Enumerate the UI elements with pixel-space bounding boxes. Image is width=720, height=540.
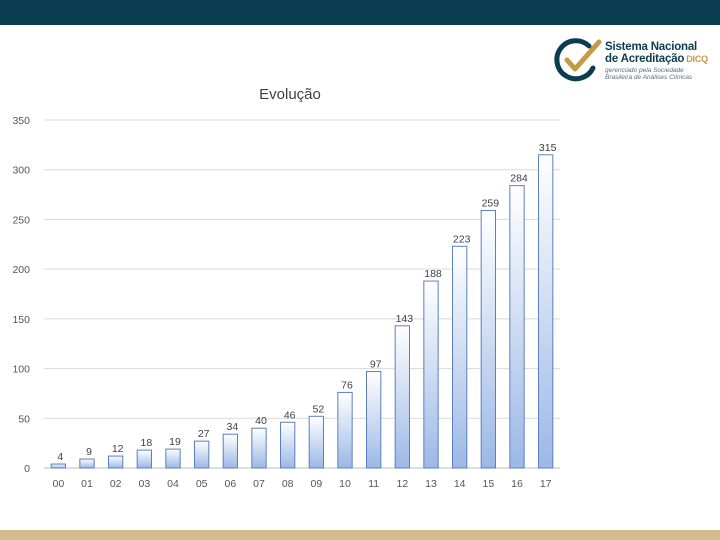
y-tick-label: 50 bbox=[18, 413, 30, 425]
check-seal-icon bbox=[554, 38, 602, 82]
x-tick-label: 05 bbox=[196, 478, 208, 490]
data-label-04: 19 bbox=[169, 436, 181, 448]
bar-15 bbox=[480, 209, 496, 469]
bottom-banner bbox=[0, 530, 720, 540]
bar-13 bbox=[423, 280, 439, 469]
bar-12 bbox=[394, 325, 410, 469]
bar-06 bbox=[222, 433, 239, 469]
x-tick-label: 14 bbox=[454, 478, 466, 490]
bar-01 bbox=[79, 458, 95, 469]
y-tick-label: 350 bbox=[12, 115, 30, 127]
bar-14 bbox=[452, 245, 468, 469]
data-label-02: 12 bbox=[112, 443, 124, 455]
x-tick-label: 06 bbox=[224, 478, 236, 490]
data-label-16: 284 bbox=[510, 173, 528, 185]
x-tick-label: 00 bbox=[52, 478, 64, 490]
bar-07 bbox=[251, 427, 267, 469]
y-tick-label: 250 bbox=[12, 214, 30, 226]
data-label-06: 34 bbox=[226, 421, 238, 433]
bar-16 bbox=[509, 185, 525, 469]
bar-10 bbox=[337, 391, 353, 469]
x-tick-label: 10 bbox=[339, 478, 351, 490]
x-tick-label: 04 bbox=[167, 478, 179, 490]
data-label-12: 143 bbox=[396, 313, 414, 325]
bar-03 bbox=[136, 449, 153, 469]
logo-subtitle-line1: gerenciado pela Sociedade bbox=[605, 67, 684, 74]
logo: Sistema Nacional de Acreditação DICQ gere… bbox=[553, 34, 718, 96]
y-tick-label: 150 bbox=[12, 314, 30, 326]
x-tick-label: 17 bbox=[540, 478, 552, 490]
bar-17 bbox=[538, 154, 554, 469]
x-tick-label: 09 bbox=[310, 478, 322, 490]
data-label-01: 9 bbox=[86, 446, 92, 458]
data-label-11: 97 bbox=[370, 359, 382, 371]
logo-badge: DICQ bbox=[686, 53, 708, 64]
bar-02 bbox=[108, 455, 124, 469]
x-tick-label: 15 bbox=[482, 478, 494, 490]
logo-title-line2: de Acreditação DICQ bbox=[605, 52, 708, 66]
bar-11 bbox=[366, 371, 382, 469]
y-tick-label: 100 bbox=[12, 364, 30, 376]
x-tick-label: 01 bbox=[81, 478, 93, 490]
y-tick-label: 200 bbox=[12, 264, 30, 276]
bar-00 bbox=[50, 463, 67, 469]
bar-08 bbox=[280, 421, 296, 469]
data-label-03: 18 bbox=[140, 437, 152, 449]
bar-09 bbox=[308, 415, 324, 469]
chart-title: Evolução bbox=[259, 86, 321, 103]
y-tick-label: 0 bbox=[24, 463, 30, 475]
x-tick-label: 13 bbox=[425, 478, 437, 490]
bar-04 bbox=[165, 448, 181, 469]
data-label-10: 76 bbox=[341, 379, 353, 391]
logo-title-line2-text: de Acreditação bbox=[605, 52, 685, 65]
data-label-09: 52 bbox=[312, 403, 324, 415]
x-tick-label: 02 bbox=[110, 478, 122, 490]
data-label-07: 40 bbox=[255, 415, 267, 427]
data-label-08: 46 bbox=[284, 409, 296, 421]
bar-05 bbox=[194, 440, 210, 469]
data-label-13: 188 bbox=[424, 268, 442, 280]
data-label-17: 315 bbox=[539, 142, 557, 154]
x-tick-label: 16 bbox=[511, 478, 523, 490]
x-tick-label: 08 bbox=[282, 478, 294, 490]
x-tick-label: 11 bbox=[368, 478, 379, 490]
data-label-15: 259 bbox=[482, 197, 500, 209]
x-tick-label: 12 bbox=[396, 478, 408, 490]
data-label-05: 27 bbox=[198, 428, 210, 440]
top-banner bbox=[0, 0, 720, 25]
logo-title-line1: Sistema Nacional bbox=[605, 41, 698, 53]
logo-subtitle-line2: Brasileira de Análises Clínicas bbox=[605, 74, 693, 82]
y-tick-label: 300 bbox=[12, 165, 30, 177]
data-label-14: 223 bbox=[453, 233, 471, 245]
data-label-00: 4 bbox=[57, 451, 63, 463]
x-tick-label: 07 bbox=[253, 478, 265, 490]
x-tick-label: 03 bbox=[138, 478, 150, 490]
